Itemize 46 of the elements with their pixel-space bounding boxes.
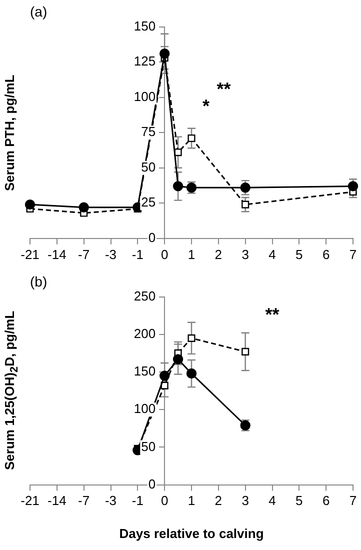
x-tick-label: -1 — [132, 493, 144, 508]
x-tick-label: 6 — [322, 493, 330, 508]
annotation: * — [202, 96, 210, 116]
x-tick-label: 2 — [214, 246, 222, 262]
x-tick-label: -1 — [132, 246, 144, 262]
x-tick-label: 3 — [242, 493, 249, 508]
y-tick-label: 0 — [148, 476, 156, 492]
x-axis-title: Days relative to calving — [119, 526, 264, 541]
x-tick-label: 0 — [160, 246, 168, 262]
x-tick-label: -7 — [78, 493, 90, 508]
x-tick-label: 5 — [296, 246, 303, 262]
x-tick-label: 7 — [349, 493, 357, 508]
x-tick-label: 5 — [296, 493, 303, 508]
x-tick-label: -21 — [20, 493, 40, 508]
x-tick-label: -3 — [104, 246, 117, 262]
y-tick-label: 0 — [148, 230, 156, 245]
y-axis-title: Serum PTH, pg/mL — [2, 74, 17, 191]
x-tick-label: 4 — [268, 493, 276, 508]
x-tick-label: -7 — [78, 246, 90, 262]
x-tick-label: 1 — [188, 246, 196, 262]
x-tick-label: 2 — [214, 493, 222, 508]
x-tick-label: -3 — [104, 493, 117, 508]
y-tick-label: 250 — [134, 288, 156, 304]
y-tick-label: 25 — [141, 194, 156, 210]
x-tick-label: -21 — [20, 246, 40, 262]
y-tick-label: 150 — [134, 18, 156, 34]
y-tick-label: 50 — [141, 159, 156, 174]
y-tick-label: 100 — [134, 88, 156, 104]
chart-title: (b) — [30, 273, 48, 290]
y-tick-label: 200 — [134, 326, 156, 341]
x-tick-label: 3 — [242, 246, 249, 262]
chart-title: (a) — [30, 3, 48, 20]
annotation: ** — [265, 304, 280, 325]
x-tick-label: -14 — [48, 246, 66, 262]
x-tick-label: 7 — [349, 246, 357, 262]
x-tick-label: 1 — [188, 493, 196, 508]
y-tick-label: 125 — [134, 54, 156, 69]
x-tick-label: 6 — [322, 246, 330, 262]
y-tick-label: 150 — [134, 364, 156, 379]
y-tick-label: 50 — [141, 438, 156, 454]
x-tick-label: 4 — [268, 246, 276, 262]
annotation: ** — [216, 79, 231, 100]
x-tick-label: 0 — [160, 493, 168, 508]
y-tick-label: 100 — [134, 401, 156, 416]
y-tick-label: 75 — [141, 124, 156, 140]
x-tick-label: -14 — [48, 493, 66, 508]
